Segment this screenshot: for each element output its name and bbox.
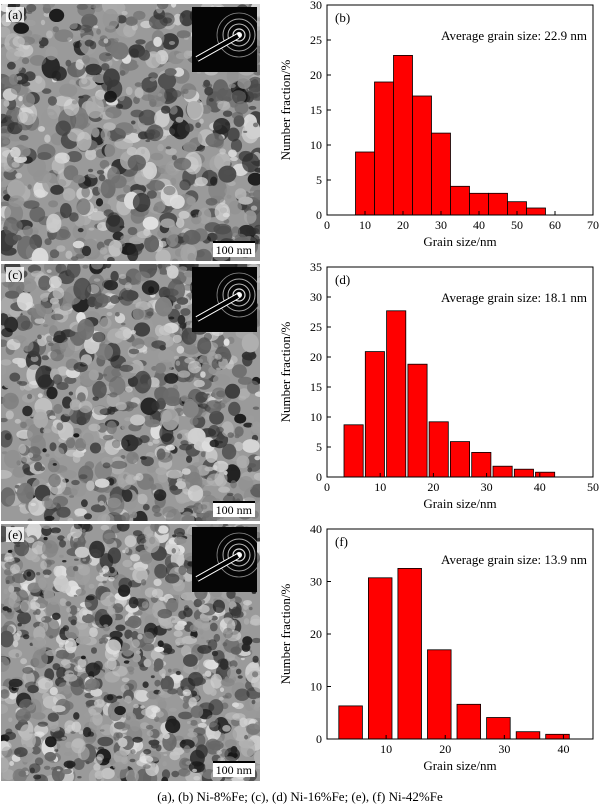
- y-tick-label: 15: [310, 103, 322, 117]
- panel-letter-c: (c): [6, 267, 25, 282]
- bar: [397, 568, 422, 740]
- y-tick-label: 5: [316, 440, 322, 454]
- scale-bar-c: 100 nm: [212, 501, 255, 517]
- bar: [428, 421, 449, 478]
- y-tick-label: 30: [310, 575, 322, 589]
- histogram-f: 0 10 20 30 40 10 20 30 40 Grain size/nm Number fra…: [270, 522, 600, 784]
- x-axis-label: Grain size/nm: [423, 758, 496, 773]
- bar: [492, 465, 513, 478]
- x-tick-label: 0: [324, 480, 330, 494]
- x-tick-label: 10: [359, 218, 371, 232]
- panel-letter: (b): [335, 10, 350, 25]
- histogram-d-svg: 0 5 10 15 20 25 30 35 0 10 20 30 40 50 Grain size/nm Nu…: [278, 260, 599, 511]
- bar: [407, 363, 428, 478]
- y-axis-label: Number fraction/%: [278, 59, 293, 160]
- bar: [431, 132, 451, 216]
- x-tick-label: 40: [557, 742, 569, 756]
- diffraction-pattern-icon: [192, 527, 257, 592]
- histogram-f-svg: 0 10 20 30 40 10 20 30 40 Grain size/nm Number fra…: [278, 522, 594, 773]
- bar: [513, 468, 534, 478]
- diffraction-pattern-icon: [192, 7, 257, 72]
- x-tick-label: 60: [549, 218, 561, 232]
- x-axis-label: Grain size/nm: [423, 234, 496, 249]
- panel-letter-a: (a): [6, 7, 25, 22]
- x-tick-label: 20: [439, 742, 451, 756]
- bar: [386, 310, 407, 478]
- x-tick-label: 50: [511, 218, 523, 232]
- bar: [412, 95, 432, 216]
- scale-bar-a: 100 nm: [212, 241, 255, 257]
- bar: [427, 649, 452, 740]
- bar: [526, 207, 546, 216]
- average-grain-size-annotation: Average grain size: 13.9 nm: [441, 552, 587, 567]
- bar: [355, 151, 375, 216]
- y-axis-label: Number fraction/%: [278, 583, 293, 684]
- average-grain-size-annotation: Average grain size: 18.1 nm: [441, 290, 587, 305]
- panel-letter: (d): [335, 272, 350, 287]
- bar: [450, 185, 470, 216]
- average-grain-size-annotation: Average grain size: 22.9 nm: [441, 28, 587, 43]
- y-tick-label: 10: [310, 410, 322, 424]
- x-tick-label: 50: [587, 480, 599, 494]
- bar: [488, 192, 508, 216]
- diffraction-pattern-icon: [192, 267, 257, 332]
- y-tick-label: 20: [310, 350, 322, 364]
- tem-image-a: (a) 100 nm: [1, 4, 260, 261]
- bar: [364, 351, 385, 478]
- x-tick-label: 40: [473, 218, 485, 232]
- panel-letter-e: (e): [6, 527, 25, 542]
- bar: [374, 81, 394, 216]
- x-tick-label: 30: [498, 742, 510, 756]
- y-tick-label: 30: [310, 0, 322, 12]
- x-tick-label: 30: [435, 218, 447, 232]
- y-tick-label: 30: [310, 290, 322, 304]
- x-tick-label: 0: [324, 218, 330, 232]
- plot-frame: [326, 266, 594, 478]
- y-tick-label: 40: [310, 524, 322, 536]
- bar: [456, 703, 482, 740]
- tem-image-e: (e) 100 nm: [1, 524, 260, 781]
- bar: [545, 733, 570, 740]
- bar: [368, 577, 393, 740]
- x-tick-label: 10: [380, 742, 392, 756]
- y-tick-label: 35: [310, 262, 322, 274]
- bar: [338, 705, 363, 740]
- bar: [343, 424, 364, 478]
- y-tick-label: 15: [310, 380, 322, 394]
- x-axis-label: Grain size/nm: [423, 496, 496, 511]
- histogram-d: 0 5 10 15 20 25 30 35 0 10 20 30 40 50 Grain size/nm Nu…: [270, 260, 600, 522]
- bar: [515, 731, 541, 740]
- histogram-b: 0 5 10 15 20 25 30 0 10 20 30 40 50 60 70 Grain size/nm…: [270, 0, 600, 260]
- x-tick-label: 20: [397, 218, 409, 232]
- x-tick-label: 10: [374, 480, 386, 494]
- y-tick-label: 0: [316, 208, 322, 222]
- bar: [471, 451, 492, 478]
- bar: [393, 55, 413, 216]
- x-tick-label: 20: [427, 480, 439, 494]
- y-tick-label: 0: [316, 732, 322, 746]
- x-tick-label: 30: [481, 480, 493, 494]
- y-tick-label: 25: [310, 33, 322, 47]
- x-tick-label: 40: [534, 480, 546, 494]
- histogram-b-svg: 0 5 10 15 20 25 30 0 10 20 30 40 50 60 70 Grain size/nm…: [278, 0, 599, 249]
- bar: [486, 717, 511, 740]
- y-tick-label: 5: [316, 173, 322, 187]
- y-tick-label: 20: [310, 68, 322, 82]
- y-tick-label: 0: [316, 470, 322, 484]
- tem-texture-c: [1, 264, 260, 521]
- y-axis-label: Number fraction/%: [278, 321, 293, 422]
- scale-bar-e: 100 nm: [212, 761, 255, 777]
- figure-caption: (a), (b) Ni-8%Fe; (c), (d) Ni-16%Fe; (e)…: [157, 789, 443, 804]
- y-tick-label: 10: [310, 138, 322, 152]
- panel-letter: (f): [335, 534, 348, 549]
- y-tick-label: 25: [310, 320, 322, 334]
- y-tick-label: 10: [310, 680, 322, 694]
- tem-image-c: (c) 100 nm: [1, 264, 260, 521]
- bar: [449, 441, 470, 478]
- bar: [535, 471, 556, 478]
- y-tick-label: 20: [310, 627, 322, 641]
- x-tick-label: 70: [587, 218, 599, 232]
